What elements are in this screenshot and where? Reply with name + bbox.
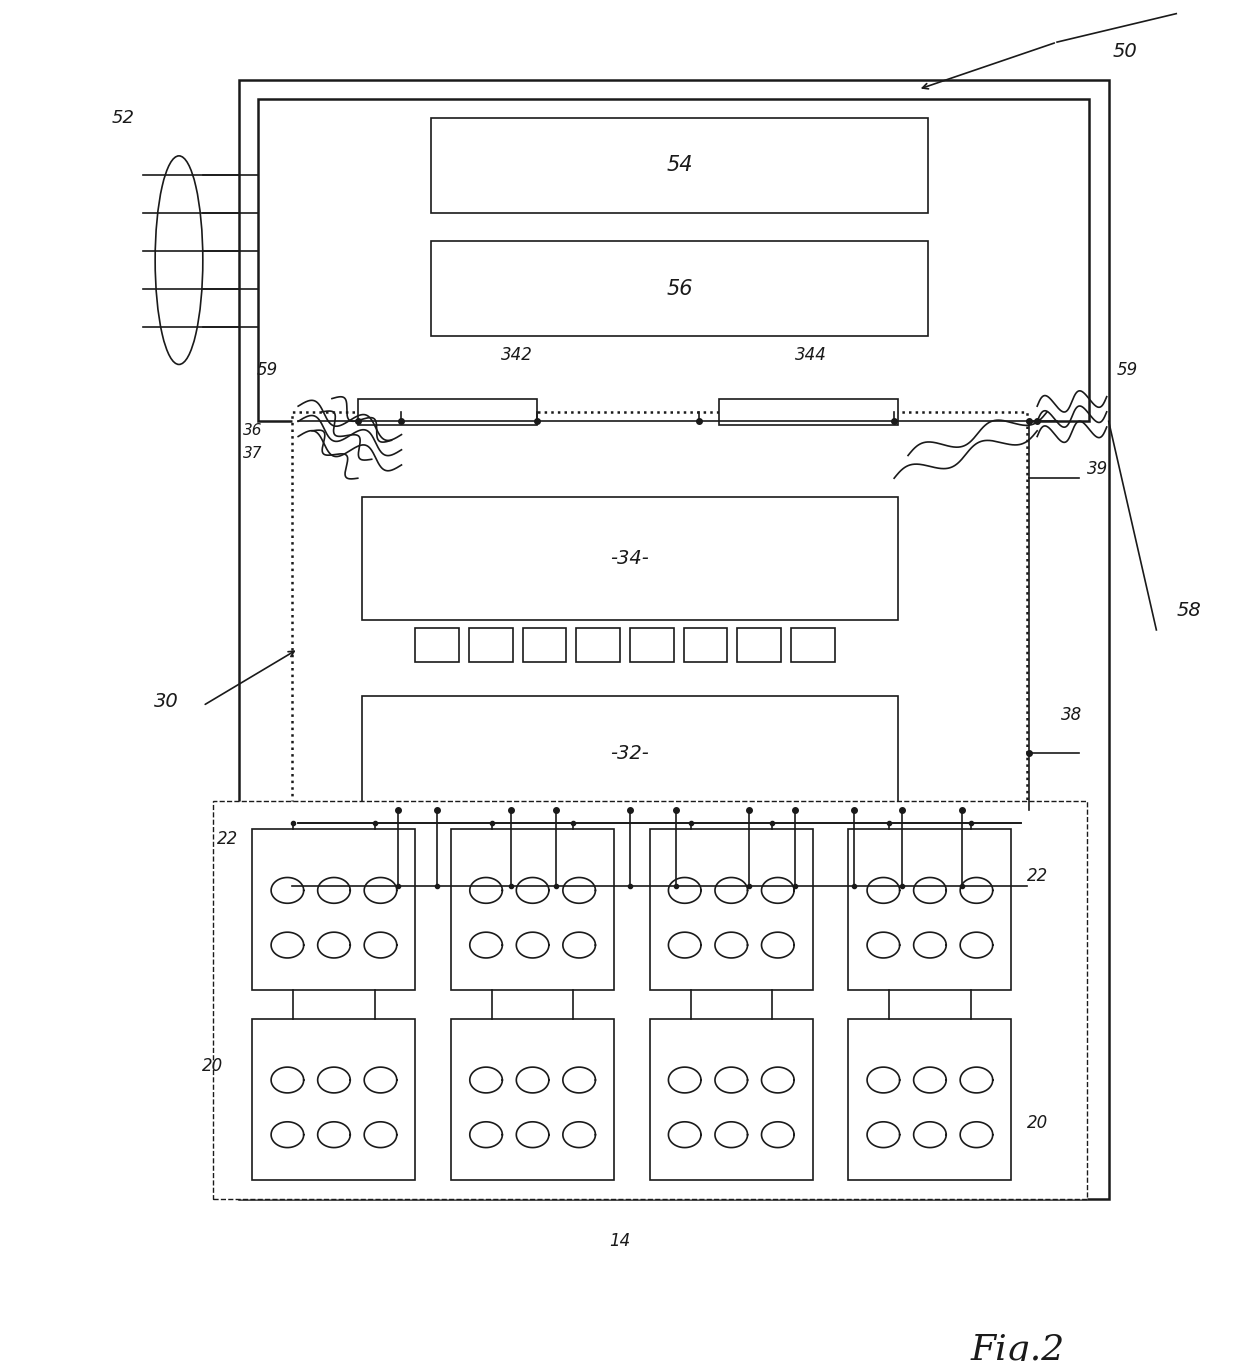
Bar: [362, 697, 898, 810]
Text: 22: 22: [1027, 867, 1049, 886]
Text: -34-: -34-: [610, 550, 650, 569]
Bar: [358, 399, 537, 425]
Bar: [738, 627, 781, 663]
Bar: [650, 829, 812, 991]
Text: 50: 50: [1112, 42, 1137, 61]
Bar: [253, 1018, 415, 1180]
Bar: [432, 241, 928, 336]
Bar: [362, 497, 898, 621]
Text: 52: 52: [112, 109, 135, 127]
Bar: [293, 412, 1027, 886]
Bar: [451, 829, 614, 991]
Bar: [258, 99, 1089, 422]
Bar: [213, 800, 1086, 1199]
Text: 56: 56: [666, 279, 693, 298]
Bar: [451, 1018, 614, 1180]
Bar: [848, 829, 1012, 991]
Text: 59: 59: [1117, 361, 1138, 380]
Bar: [522, 627, 567, 663]
Text: 59: 59: [257, 361, 278, 380]
Text: 54: 54: [666, 155, 693, 176]
Bar: [791, 627, 835, 663]
Text: 37: 37: [243, 446, 263, 461]
Bar: [253, 829, 415, 991]
Text: 20: 20: [201, 1057, 223, 1075]
Bar: [683, 627, 728, 663]
Bar: [848, 1018, 1012, 1180]
Text: -32-: -32-: [610, 743, 650, 762]
Bar: [577, 627, 620, 663]
Ellipse shape: [155, 157, 203, 365]
Text: 38: 38: [1061, 706, 1083, 724]
Bar: [469, 627, 512, 663]
Text: 30: 30: [154, 693, 179, 712]
Bar: [415, 627, 459, 663]
Text: 342: 342: [501, 346, 533, 363]
Text: 22: 22: [217, 829, 238, 848]
Text: 36: 36: [243, 423, 263, 438]
Bar: [719, 399, 898, 425]
Bar: [238, 80, 1109, 1199]
Text: 14: 14: [609, 1232, 631, 1249]
Text: 39: 39: [1086, 460, 1109, 478]
Text: Fig.2: Fig.2: [970, 1334, 1064, 1361]
Bar: [650, 1018, 812, 1180]
Bar: [630, 627, 673, 663]
Text: 20: 20: [1027, 1113, 1049, 1132]
Text: 58: 58: [1177, 602, 1202, 621]
Bar: [432, 118, 928, 212]
Text: 344: 344: [795, 346, 827, 363]
